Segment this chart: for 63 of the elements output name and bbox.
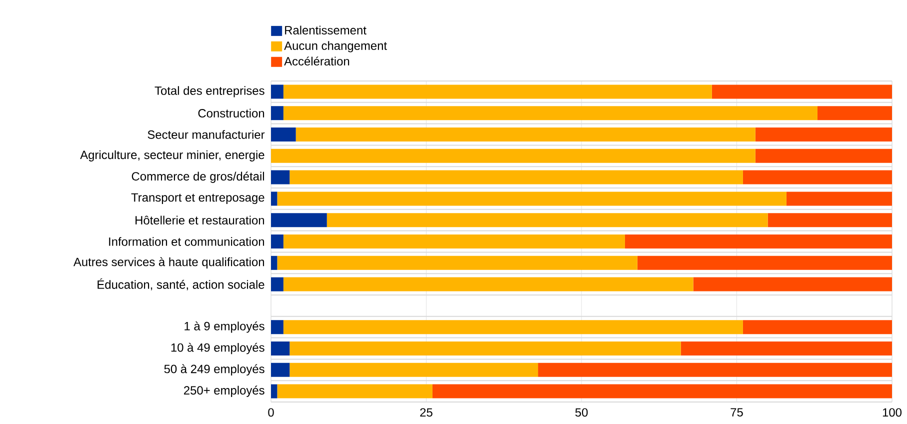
bar	[283, 84, 712, 99]
legend-label: Ralentissement	[285, 26, 366, 34]
y-tick-label: Agriculture, secteur minier, energie	[80, 150, 264, 162]
bar	[271, 213, 327, 228]
bar	[624, 234, 892, 249]
bar	[271, 256, 278, 270]
bar	[290, 342, 681, 356]
y-tick-label: 10 à 49 employés	[171, 342, 264, 354]
bar	[271, 148, 756, 163]
bar	[817, 106, 892, 120]
bar	[742, 170, 892, 184]
bar	[768, 213, 892, 228]
bar	[742, 320, 892, 334]
bar	[271, 106, 284, 120]
x-tick-label: 50	[575, 408, 588, 417]
legend-label: Aucun changement	[284, 41, 387, 52]
bar	[283, 106, 818, 120]
bar	[712, 84, 892, 99]
y-tick-label: 50 à 249 employés	[164, 364, 264, 376]
y-tick-label: Hôtellerie et restauration	[136, 216, 264, 225]
bar	[432, 384, 892, 398]
bar	[277, 384, 432, 398]
y-tick-label: 1 à 9 employés	[184, 321, 264, 333]
y-tick-label: Information et communication	[109, 237, 264, 246]
bar	[277, 192, 786, 206]
bar	[271, 84, 284, 99]
legend-label: Accélération	[284, 56, 350, 66]
x-tick-label: 25	[420, 408, 432, 417]
bar	[283, 320, 743, 334]
y-tick-label: 250+ employés	[184, 386, 264, 397]
bar	[786, 192, 892, 206]
bar	[296, 128, 756, 142]
y-tick-label: Total des entreprises	[154, 86, 264, 98]
bar	[693, 277, 892, 292]
y-tick-label: Construction	[198, 108, 264, 118]
bar	[271, 277, 284, 292]
bar	[271, 384, 278, 398]
bar	[271, 342, 290, 356]
bar	[271, 362, 290, 377]
bar	[290, 362, 538, 377]
bar	[755, 128, 892, 142]
y-tick-label: Commerce de gros/détail	[132, 172, 264, 183]
y-tick-label: Autres services à haute qualification	[73, 257, 264, 269]
bar	[271, 234, 284, 249]
bar	[637, 256, 892, 270]
bar	[755, 148, 892, 163]
x-tick-label: 100	[882, 408, 902, 417]
bar	[326, 213, 768, 228]
x-tick-label: 75	[730, 408, 743, 417]
bar	[271, 128, 296, 142]
bar	[680, 342, 892, 356]
bar	[271, 320, 284, 334]
bar	[538, 362, 892, 377]
bar	[271, 170, 290, 184]
bar	[283, 234, 625, 249]
bar	[290, 170, 743, 184]
bar	[283, 277, 694, 292]
y-tick-label: Secteur manufacturier	[148, 130, 265, 139]
x-tick-label: 0	[268, 408, 274, 417]
bar	[277, 256, 638, 270]
y-tick-label: Éducation, santé, action sociale	[98, 278, 264, 290]
y-tick-label: Transport et entreposage	[131, 193, 264, 204]
bar	[271, 192, 278, 206]
